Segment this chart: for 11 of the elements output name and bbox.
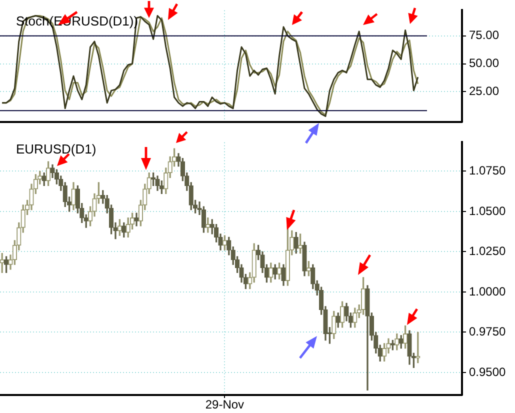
y-tick-label: 25.00 bbox=[469, 84, 500, 98]
y-tick-label: 50.00 bbox=[469, 56, 500, 70]
y-tick-label: 1.0750 bbox=[469, 163, 506, 178]
x-tick-label: 29-Nov bbox=[205, 398, 244, 412]
chart-title: EURUSD(D1) bbox=[16, 141, 96, 156]
y-tick-label: 75.00 bbox=[469, 28, 500, 42]
y-tick-label: 0.9750 bbox=[469, 324, 506, 339]
y-tick-label: 0.9500 bbox=[469, 364, 506, 379]
y-tick-label: 1.0250 bbox=[469, 244, 506, 258]
y-tick-label: 1.0500 bbox=[469, 204, 506, 218]
y-tick-label: 1.0000 bbox=[469, 284, 506, 298]
